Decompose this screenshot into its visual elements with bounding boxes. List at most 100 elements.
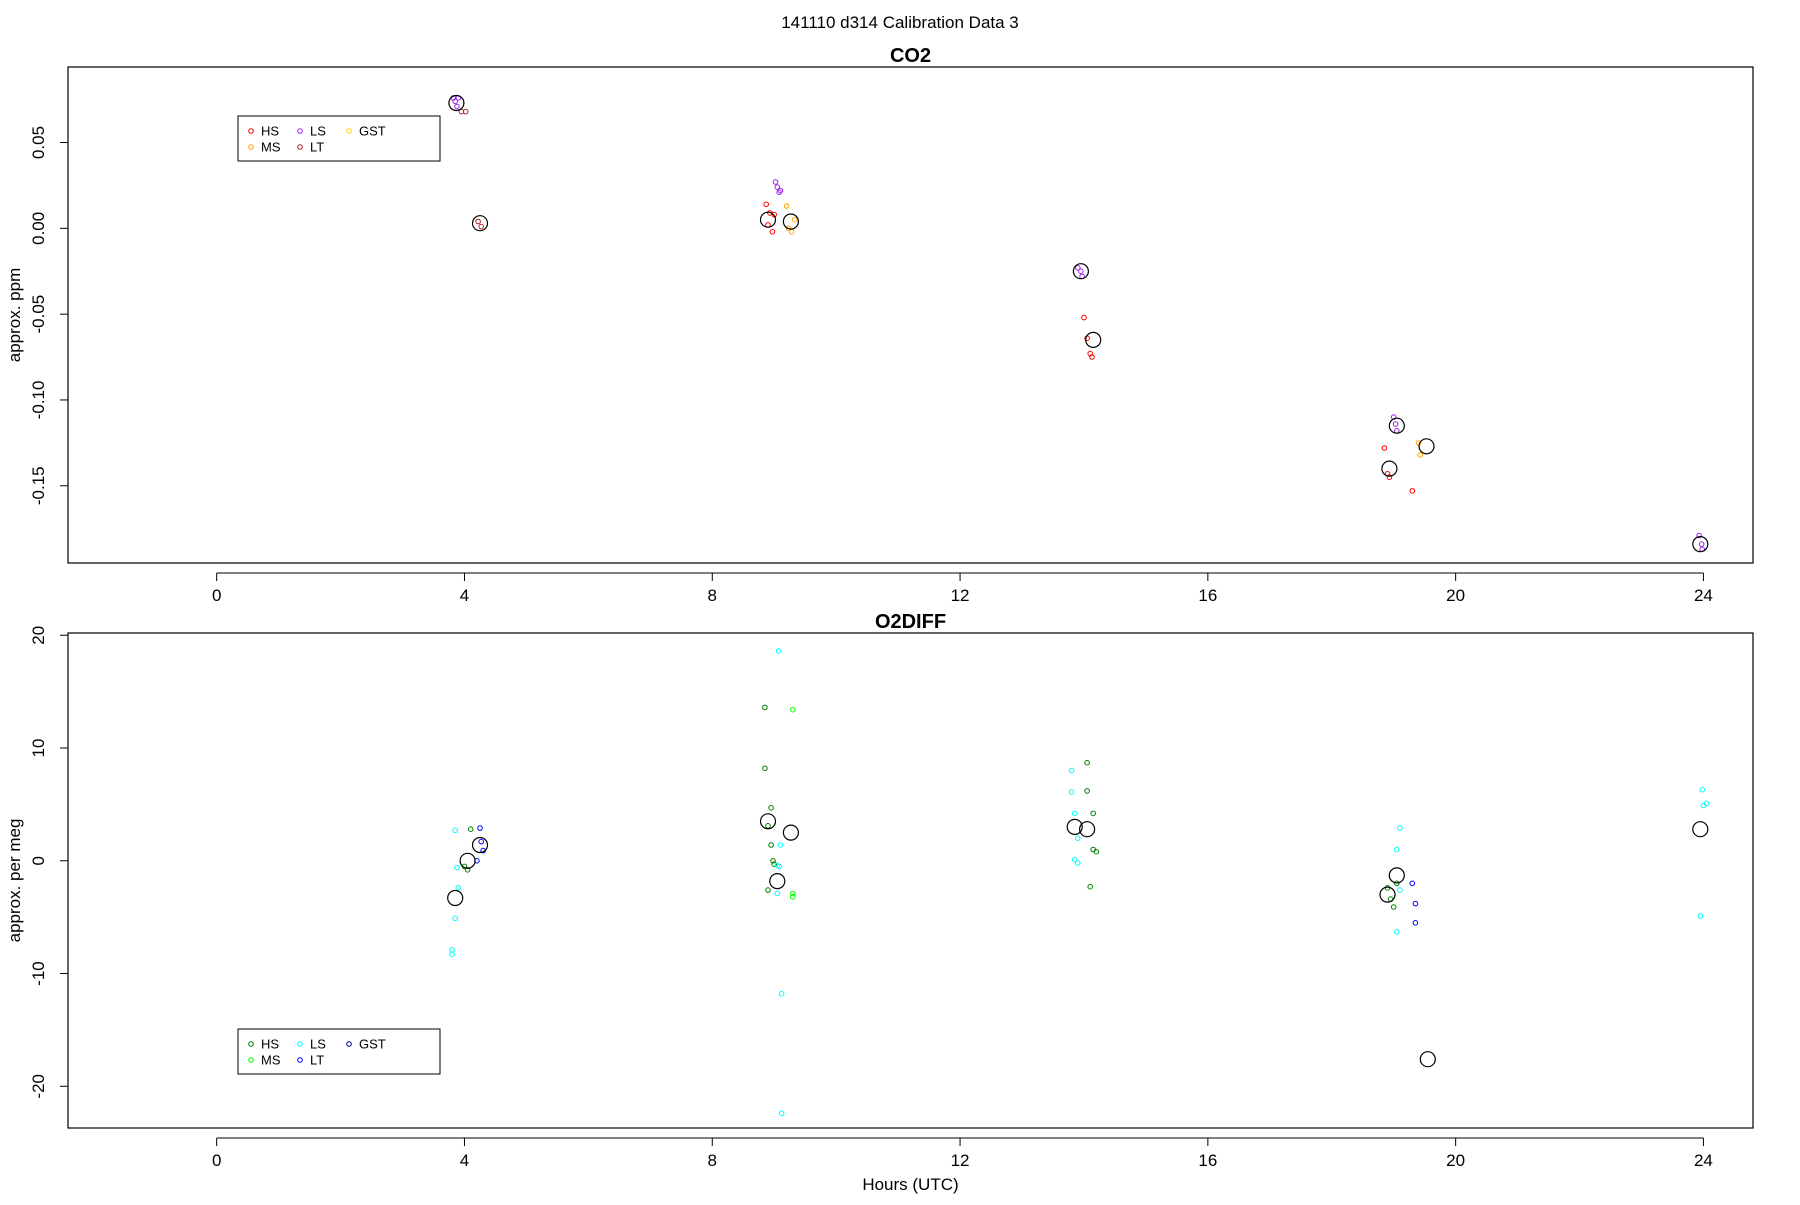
data-point (785, 225, 792, 232)
data-point (790, 894, 796, 900)
mean-point (759, 813, 777, 830)
x-tick-label: 8 (708, 1151, 717, 1170)
data-point (768, 805, 774, 811)
legend-marker (297, 128, 303, 134)
data-point (1698, 541, 1705, 547)
data-point (1068, 767, 1075, 774)
data-point (770, 858, 776, 864)
x-tick-label: 24 (1694, 1151, 1713, 1170)
data-point (467, 826, 474, 833)
y-tick-label: -10 (29, 961, 48, 986)
mean-point (782, 213, 800, 230)
y-tick-label: 20 (29, 626, 48, 645)
x-tick-label: 16 (1198, 1151, 1217, 1170)
x-tick-label: 8 (708, 586, 717, 605)
x-tick-label: 12 (951, 1151, 970, 1170)
data-point (1081, 314, 1087, 321)
data-point (788, 229, 795, 235)
data-point (1390, 904, 1397, 910)
legend-label: LS (310, 124, 326, 139)
legend-label: LT (310, 140, 324, 155)
panel-title: O2DIFF (875, 611, 946, 633)
figure-title: 141110 d314 Calibration Data 3 (781, 13, 1019, 32)
data-point (1071, 856, 1078, 863)
data-point (1417, 452, 1424, 458)
legend-marker (248, 128, 254, 134)
data-point (1394, 846, 1400, 853)
y-tick-label: -0.05 (29, 295, 48, 334)
mean-point (471, 836, 489, 854)
mean-point (447, 889, 464, 907)
data-point (1075, 265, 1081, 271)
data-point (775, 648, 782, 654)
data-point (449, 951, 455, 958)
data-point (777, 842, 784, 848)
legend-label: HS (261, 124, 279, 139)
y-axis: 20 10 0 -10 -20 approx. per meg (5, 626, 69, 1099)
data-point (774, 184, 781, 190)
x-tick-label: 0 (212, 586, 221, 605)
data-point (449, 947, 455, 953)
data-point (1089, 354, 1095, 360)
data-point (1075, 835, 1081, 842)
data-point (1394, 880, 1400, 887)
x-axis: 0 4 8 12 16 20 24 (212, 572, 1713, 605)
panel-title: CO2 (890, 45, 931, 67)
legend-marker (346, 128, 352, 134)
mean-point (1078, 821, 1096, 838)
mean-point (769, 872, 786, 890)
data-point (790, 706, 796, 713)
mean-point (1381, 460, 1398, 477)
legend-marker (248, 1041, 254, 1047)
data-point (1409, 488, 1416, 494)
data-point (1071, 810, 1078, 817)
legend-marker (248, 1057, 254, 1063)
legend-marker (297, 144, 303, 150)
data-points (447, 648, 1710, 1117)
legend-label: LS (310, 1037, 326, 1052)
mean-point (1072, 263, 1090, 280)
data-point (763, 201, 770, 208)
data-point (478, 838, 485, 845)
data-point (1703, 800, 1710, 807)
mean-point (1692, 821, 1709, 838)
data-point (1078, 268, 1084, 275)
data-point (477, 825, 483, 831)
data-point (462, 108, 469, 115)
data-point (762, 704, 768, 711)
x-axis: 0 4 8 12 16 20 24 Hours (UTC) (212, 1137, 1713, 1194)
data-point (1392, 421, 1399, 427)
y-tick-label: -0.10 (29, 381, 48, 420)
x-tick-label: 24 (1694, 586, 1713, 605)
data-point (771, 861, 778, 868)
y-tick-label: -20 (29, 1074, 48, 1099)
mean-point (782, 824, 800, 841)
panel-co2: CO2 0 4 8 12 16 20 24 0.05 0.00 -0.05 -0.10 -0.15 app… (5, 45, 1754, 605)
data-point (452, 98, 459, 105)
x-tick-label: 12 (951, 586, 970, 605)
legend-marker (297, 1041, 303, 1047)
data-point (1068, 789, 1075, 795)
data-point (776, 863, 783, 870)
data-point (765, 823, 771, 829)
legend-label: MS (261, 1053, 281, 1068)
x-tick-label: 16 (1198, 586, 1217, 605)
legend-label: HS (261, 1037, 279, 1052)
data-point (774, 890, 781, 897)
x-tick-label: 20 (1446, 586, 1465, 605)
data-point (1412, 920, 1419, 926)
data-point (1093, 848, 1100, 855)
y-axis: 0.05 0.00 -0.05 -0.10 -0.15 approx. ppm (5, 126, 69, 505)
data-point (1409, 880, 1416, 887)
data-point (1696, 532, 1702, 539)
y-axis-label: approx. per meg (5, 819, 24, 943)
data-point (454, 864, 460, 871)
legend-label: LT (310, 1053, 324, 1068)
mean-point (1388, 417, 1405, 434)
data-point (1386, 474, 1393, 481)
mean-point (471, 215, 489, 232)
y-tick-label: 0 (29, 856, 48, 865)
data-point (1394, 929, 1400, 935)
